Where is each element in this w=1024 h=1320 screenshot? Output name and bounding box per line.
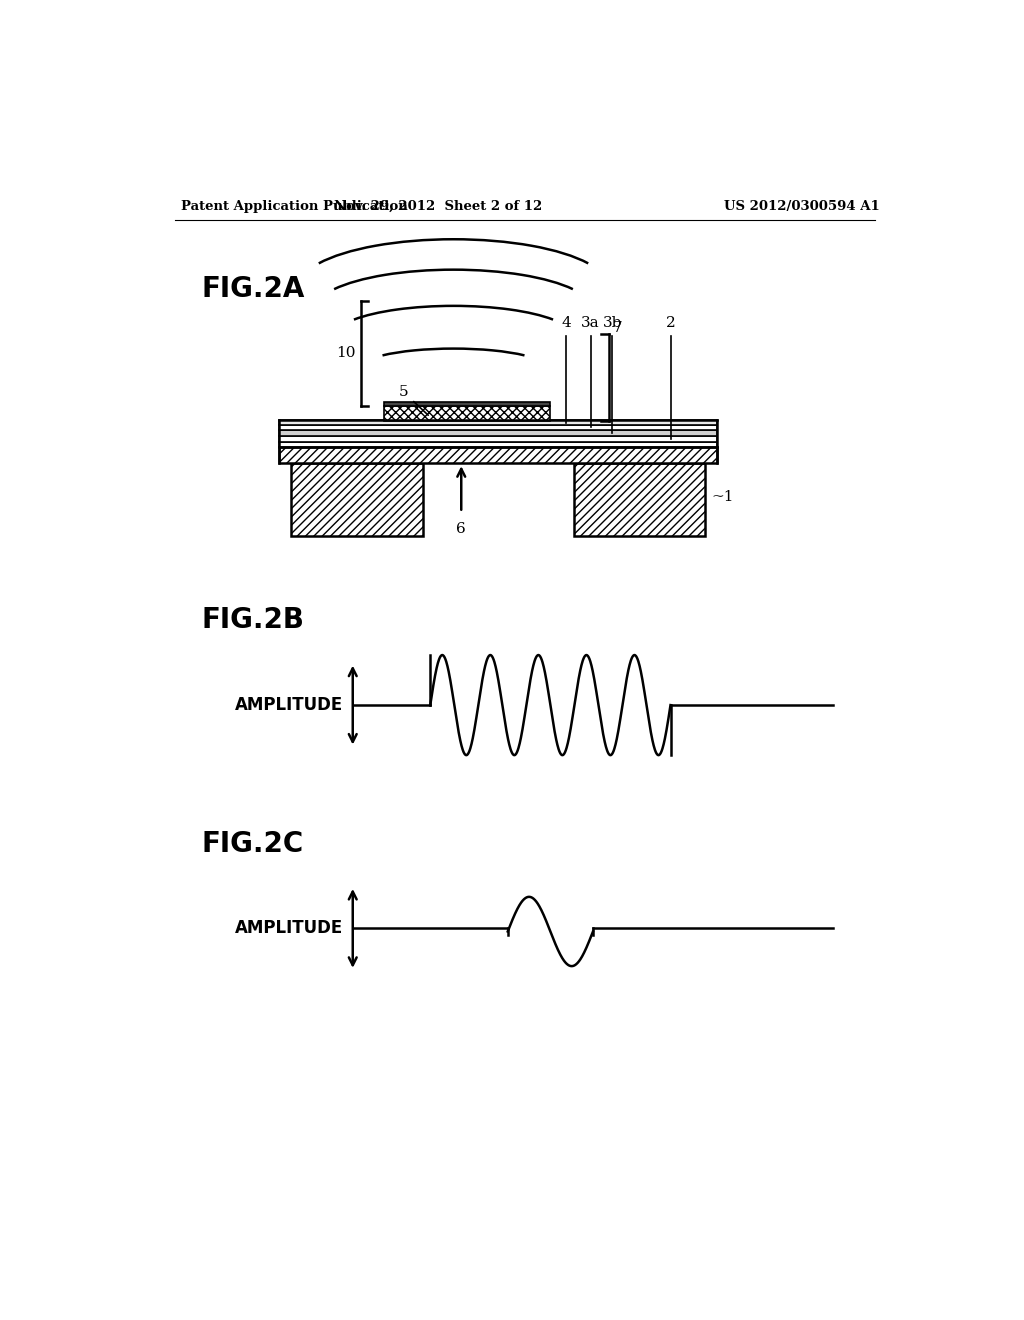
Bar (384, 403, 550, 407)
Text: ~1: ~1 (712, 490, 734, 504)
Text: 5: 5 (399, 385, 428, 416)
Text: 7: 7 (612, 321, 622, 335)
Bar (573, 462, 706, 536)
Text: 4: 4 (561, 315, 570, 330)
Text: US 2012/0300594 A1: US 2012/0300594 A1 (724, 199, 880, 213)
Text: 2: 2 (666, 315, 676, 330)
Bar (280, 447, 717, 462)
Bar (280, 430, 717, 436)
Text: Patent Application Publication: Patent Application Publication (180, 199, 408, 213)
Bar (384, 407, 550, 421)
Text: Nov. 29, 2012  Sheet 2 of 12: Nov. 29, 2012 Sheet 2 of 12 (334, 199, 542, 213)
Text: FIG.2B: FIG.2B (202, 606, 304, 635)
Bar (280, 436, 717, 442)
Bar (280, 420, 717, 425)
Text: 10: 10 (336, 346, 356, 360)
Bar (291, 462, 423, 536)
Text: AMPLITUDE: AMPLITUDE (236, 696, 343, 714)
Text: 6: 6 (457, 521, 466, 536)
Text: 3a: 3a (582, 315, 600, 330)
Bar (280, 425, 717, 430)
Text: 3b: 3b (603, 315, 622, 330)
Text: AMPLITUDE: AMPLITUDE (236, 920, 343, 937)
Text: FIG.2A: FIG.2A (202, 276, 305, 304)
Bar (280, 442, 717, 447)
Text: FIG.2C: FIG.2C (202, 830, 304, 858)
